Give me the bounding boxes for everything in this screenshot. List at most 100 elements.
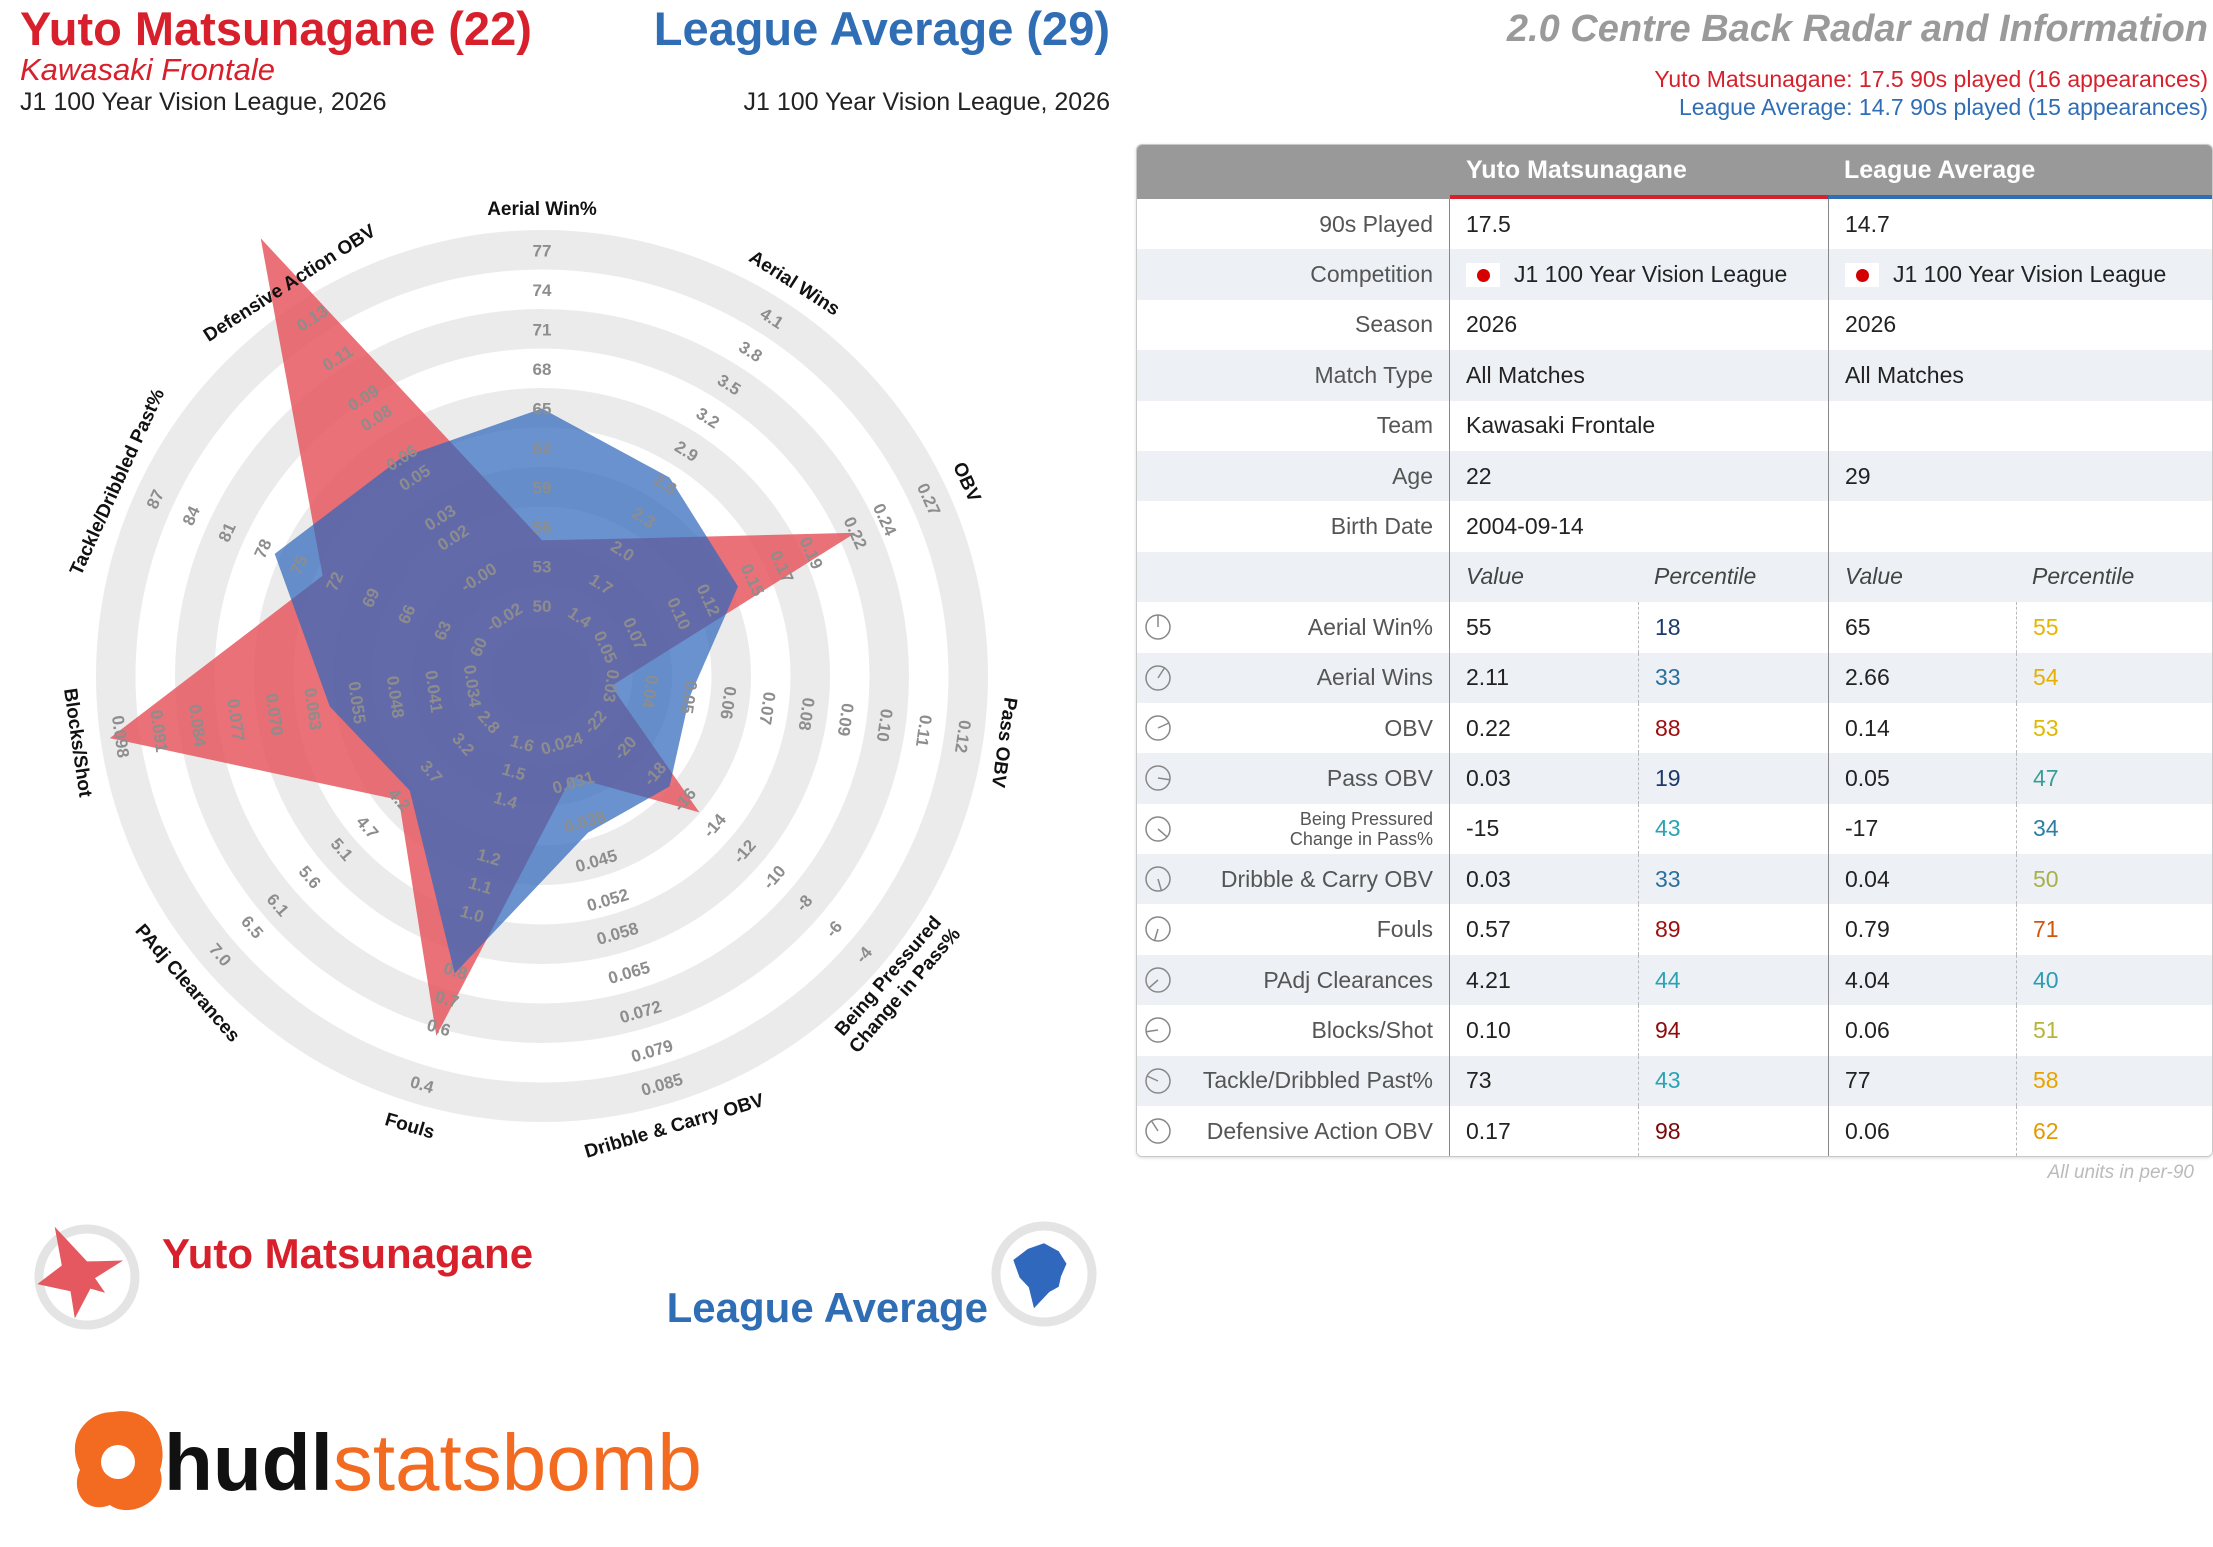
row-label: Birth Date <box>1137 501 1450 552</box>
subheader: Percentile <box>2016 551 2212 603</box>
value: 0.03 <box>1450 753 1638 804</box>
header-cell: League Average <box>1828 145 2212 199</box>
cell-text: Pass OBV <box>1326 764 1433 791</box>
tick-label: 0.12 <box>951 719 975 754</box>
tick-label: 53 <box>533 558 552 577</box>
cell-text: 2004-09-14 <box>1466 513 1584 540</box>
cell: All Matches <box>1450 350 1828 401</box>
logo-hudl: hudl <box>164 1418 333 1507</box>
tick: 68 <box>533 360 552 379</box>
percentile: 62 <box>2016 1106 2212 1157</box>
cell: 17.5 <box>1450 199 1828 250</box>
cell: All Matches <box>1828 350 2212 401</box>
percentile: 88 <box>1638 702 1828 754</box>
axis-label-group: Fouls <box>382 1109 437 1143</box>
cell-text: All Matches <box>1466 361 1585 388</box>
percentile: 89 <box>1638 904 1828 955</box>
cell: Kawasaki Frontale <box>1450 400 1828 451</box>
legend-label: Yuto Matsunagane <box>162 1230 533 1277</box>
axis-label-line: Fouls <box>382 1109 437 1143</box>
percentile: 94 <box>1638 1005 1828 1056</box>
value: 0.10 <box>1450 1005 1638 1056</box>
tick-label: 68 <box>533 360 552 379</box>
tick: 0.06 <box>716 685 740 720</box>
row-label: Aerial Wins <box>1137 652 1450 703</box>
cell: J1 100 Year Vision League <box>1828 249 2212 300</box>
value: 0.05 <box>1828 753 2016 804</box>
tick: 0.07 <box>755 691 779 726</box>
row-label: Defensive Action OBV <box>1137 1106 1450 1157</box>
axis-label-group: Aerial Win% <box>487 199 597 220</box>
axis-label-line: OBV <box>948 459 984 505</box>
player-title: Yuto Matsunagane (22) <box>20 2 532 55</box>
tick-label: 0.05 <box>677 679 701 714</box>
tick-label: 0.09 <box>834 702 858 737</box>
cell: 2026 <box>1450 299 1828 351</box>
logo-statsbomb: statsbomb <box>333 1418 702 1507</box>
row-label-lines: Being Pressured Change in Pass% <box>1290 809 1433 849</box>
row-label-line: Being Pressured <box>1299 808 1433 829</box>
report-title: 2.0 Centre Back Radar and Information <box>1506 8 2208 50</box>
value: 0.03 <box>1450 854 1638 905</box>
cell-text: Defensive Action OBV <box>1206 1117 1433 1144</box>
cell-text: Kawasaki Frontale <box>1466 412 1656 439</box>
axis-label-group: OBV <box>948 459 984 505</box>
league-minutes: League Average: 14.7 90s played (15 appe… <box>1679 94 2208 120</box>
cell-text: 2026 <box>1845 311 1897 338</box>
value: 2.11 <box>1450 652 1638 703</box>
percentile: 40 <box>2016 954 2212 1006</box>
metric-icon <box>1145 866 1171 892</box>
axis-label: OBV <box>948 459 984 505</box>
percentile: 98 <box>1638 1106 1828 1157</box>
tick: 0.09 <box>834 702 858 737</box>
league-title: League Average (29) <box>653 2 1110 55</box>
percentile: 34 <box>2016 803 2212 855</box>
info-table: Yuto Matsunagane League Average 90s Played… <box>1136 144 2213 1158</box>
player-league: J1 100 Year Vision League, 2026 <box>20 88 387 116</box>
percentile: 50 <box>2016 854 2212 905</box>
row-label: Team <box>1137 400 1450 451</box>
row-label: Pass OBV <box>1137 753 1450 804</box>
tick-label: 71 <box>533 321 552 340</box>
legend-label: League Average <box>667 1284 988 1331</box>
header-cell <box>1137 145 1450 199</box>
percentile: 43 <box>1638 1055 1828 1107</box>
value: 55 <box>1450 602 1638 653</box>
metric-icon <box>1145 1118 1171 1144</box>
percentile: 44 <box>1638 954 1828 1006</box>
cell-text: Aerial Win% <box>1307 613 1433 640</box>
footnote: All units in per-90 <box>2047 1162 2194 1183</box>
value: 0.06 <box>1828 1106 2016 1157</box>
cell-text: Tackle/Dribbled Past% <box>1202 1067 1433 1094</box>
tick-label: 65 <box>533 400 552 419</box>
cell-text: Blocks/Shot <box>1311 1016 1433 1043</box>
tick-label: 0.04 <box>638 674 662 710</box>
row-label: Tackle/Dribbled Past% <box>1137 1055 1450 1107</box>
metric-icon <box>1145 664 1171 691</box>
tick: 56 <box>533 518 552 537</box>
cell-text: 22 <box>1466 462 1492 489</box>
value: 0.57 <box>1450 904 1638 955</box>
flag-icon <box>1466 262 1500 287</box>
value: 73 <box>1450 1055 1638 1107</box>
logo-icon-hole <box>101 1445 135 1479</box>
radar-area <box>274 408 738 974</box>
axis-label: Aerial Win% <box>487 199 597 220</box>
tick: 65 <box>533 400 552 419</box>
row-label-line: Change in Pass% <box>1289 828 1433 849</box>
metric-icon <box>1145 614 1171 640</box>
value: 0.04 <box>1828 854 2016 905</box>
cell-text: Aerial Wins <box>1316 664 1433 691</box>
value: 4.21 <box>1450 954 1638 1006</box>
tick-label: 59 <box>533 479 552 498</box>
cell: 14.7 <box>1828 199 2212 250</box>
row-label: Aerial Win% <box>1137 602 1450 653</box>
tick: 59 <box>533 479 552 498</box>
row-label: Blocks/Shot <box>1137 1005 1450 1056</box>
logo: hudlstatsbomb <box>74 1411 702 1511</box>
tick: 0.08 <box>795 696 819 731</box>
row-label: OBV <box>1137 702 1450 754</box>
percentile: 43 <box>1638 803 1828 855</box>
